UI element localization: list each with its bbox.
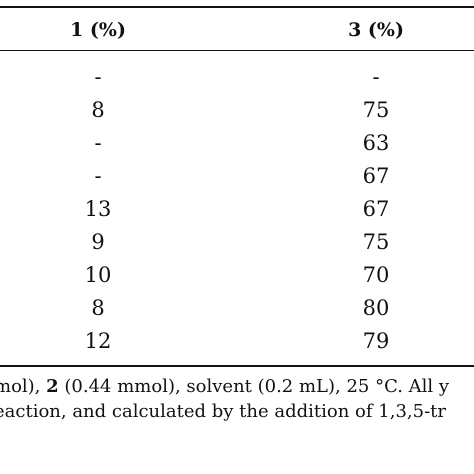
cell-col-1: 8 — [91, 98, 105, 122]
cell-col-1: - — [94, 65, 102, 89]
cell-col-1: 8 — [91, 296, 105, 320]
table-row: 9 75 — [0, 226, 474, 259]
cell-col-3: 80 — [362, 296, 390, 320]
header-col-1: 1 (%) — [70, 19, 126, 41]
cell-col-1: 10 — [84, 263, 112, 287]
table-row: 8 75 — [0, 94, 474, 127]
cell-col-1: - — [94, 131, 102, 155]
table-row: 10 70 — [0, 259, 474, 292]
cell-col-3: 79 — [362, 329, 390, 353]
cell-col-3: 67 — [362, 197, 390, 221]
footnote-text: mol), — [0, 376, 41, 397]
table-row: - - — [0, 61, 474, 94]
table-footnote-line-2: eaction, and calculated by the addition … — [0, 401, 446, 422]
cell-col-3: 67 — [362, 164, 390, 188]
cell-col-3: 75 — [362, 230, 390, 254]
table-footnote-line-1: mol), 2 (0.44 mmol), solvent (0.2 mL), 2… — [0, 376, 468, 398]
cell-col-3: - — [372, 65, 380, 89]
table-header-row: 1 (%) 3 (%) — [0, 15, 474, 45]
cell-col-1: 13 — [84, 197, 112, 221]
table-row: 13 67 — [0, 193, 474, 226]
table-row: - 67 — [0, 160, 474, 193]
cell-col-1: 9 — [91, 230, 105, 254]
table-header-rule — [0, 50, 474, 51]
footnote-text: (0.44 mmol), solvent (0.2 mL), 25 °C. Al… — [58, 376, 450, 397]
cell-col-3: 63 — [362, 131, 390, 155]
table-top-rule — [0, 6, 474, 8]
compound-2-label: 2 — [46, 376, 59, 397]
table-body: - - 8 75 - 63 - 67 13 67 9 75 10 70 8 80… — [0, 61, 474, 358]
header-col-3: 3 (%) — [348, 19, 404, 41]
table-row: 8 80 — [0, 292, 474, 325]
cell-col-3: 75 — [362, 98, 390, 122]
table-row: 12 79 — [0, 325, 474, 358]
cell-col-1: - — [94, 164, 102, 188]
cell-col-3: 70 — [362, 263, 390, 287]
table-bottom-rule — [0, 365, 474, 367]
cell-col-1: 12 — [84, 329, 112, 353]
table-row: - 63 — [0, 127, 474, 160]
